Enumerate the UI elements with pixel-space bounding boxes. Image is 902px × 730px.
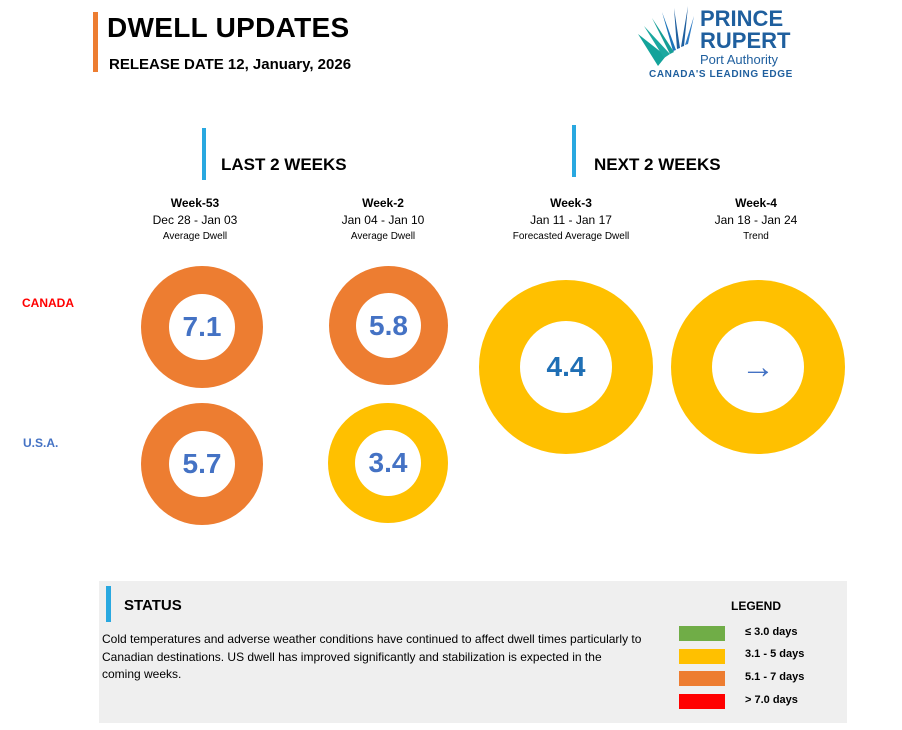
dwell-value-forecast-week-3: 4.4 [546, 351, 586, 382]
section-last-2-weeks: LAST 2 WEEKS [221, 155, 347, 174]
dwell-ring-forecast-week-3: 4.4 [479, 280, 653, 454]
page-title: DWELL UPDATES [107, 12, 350, 43]
dwell-value-usa-week-53: 5.7 [182, 448, 222, 479]
column-date-range: Jan 18 - Jan 24 [714, 213, 798, 227]
dwell-ring-trend-week-4: → [671, 280, 845, 454]
legend-swatch-green [679, 626, 725, 641]
dwell-ring-usa-week-53: 5.7 [141, 403, 263, 525]
column-header-week-2: Week-2 Jan 04 - Jan 10 Average Dwell [298, 195, 468, 245]
status-accent-bar [106, 586, 111, 622]
column-subtitle: Average Dwell [350, 231, 416, 242]
dwell-value-canada-week-53: 7.1 [182, 311, 222, 342]
dwell-ring-usa-week-2: 3.4 [328, 403, 448, 523]
column-header-week-4: Week-4 Jan 18 - Jan 24 Trend [671, 195, 841, 245]
legend-swatch-yellow [679, 649, 725, 664]
right-arrow-icon: → [741, 347, 775, 386]
dwell-value-canada-week-2: 5.8 [369, 309, 408, 341]
status-title: STATUS [124, 597, 182, 614]
column-week: Week-4 [735, 196, 777, 210]
next-weeks-accent-bar [572, 125, 576, 177]
row-label-usa: U.S.A. [23, 436, 59, 450]
status-text: Cold temperatures and adverse weather co… [102, 632, 642, 681]
legend-label: ≤ 3.0 days [745, 626, 798, 638]
port-authority-logo-mark-icon [638, 6, 694, 66]
release-date: RELEASE DATE 12, January, 2026 [109, 56, 352, 73]
legend-swatch-red [679, 694, 725, 709]
column-date-range: Jan 11 - Jan 17 [530, 213, 612, 227]
legend-label: > 7.0 days [745, 694, 798, 706]
column-week: Week-53 [170, 196, 220, 210]
column-subtitle: Forecasted Average Dwell [512, 231, 630, 242]
column-week: Week-3 [550, 196, 592, 210]
legend-swatch-orange [679, 671, 725, 686]
logo-line-port-authority: Port Authority [700, 52, 779, 67]
column-header-week-3: Week-3 Jan 11 - Jan 17 Forecasted Averag… [486, 195, 656, 245]
column-header-week-53: Week-53 Dec 28 - Jan 03 Average Dwell [110, 195, 280, 245]
port-authority-logo: PRINCE RUPERT Port Authority CANADA'S LE… [636, 6, 796, 84]
logo-line-prince: PRINCE [700, 6, 784, 31]
logo-tagline: CANADA'S LEADING EDGE [649, 69, 793, 80]
row-label-canada: CANADA [22, 296, 74, 310]
column-week: Week-2 [362, 196, 404, 210]
logo-line-rupert: RUPERT [700, 28, 791, 53]
dwell-ring-canada-week-2: 5.8 [329, 266, 448, 385]
dwell-ring-canada-week-53: 7.1 [141, 266, 263, 388]
column-date-range: Dec 28 - Jan 03 [152, 213, 238, 227]
column-date-range: Jan 04 - Jan 10 [341, 213, 425, 227]
column-subtitle: Average Dwell [162, 231, 228, 242]
title-accent-bar [93, 12, 98, 72]
dwell-value-usa-week-2: 3.4 [368, 447, 408, 478]
last-weeks-accent-bar [202, 128, 206, 180]
legend-title: LEGEND [731, 599, 782, 613]
legend-label: 3.1 - 5 days [745, 648, 805, 660]
column-subtitle: Trend [743, 231, 769, 242]
section-next-2-weeks: NEXT 2 WEEKS [594, 155, 721, 174]
legend-label: 5.1 - 7 days [745, 671, 805, 683]
